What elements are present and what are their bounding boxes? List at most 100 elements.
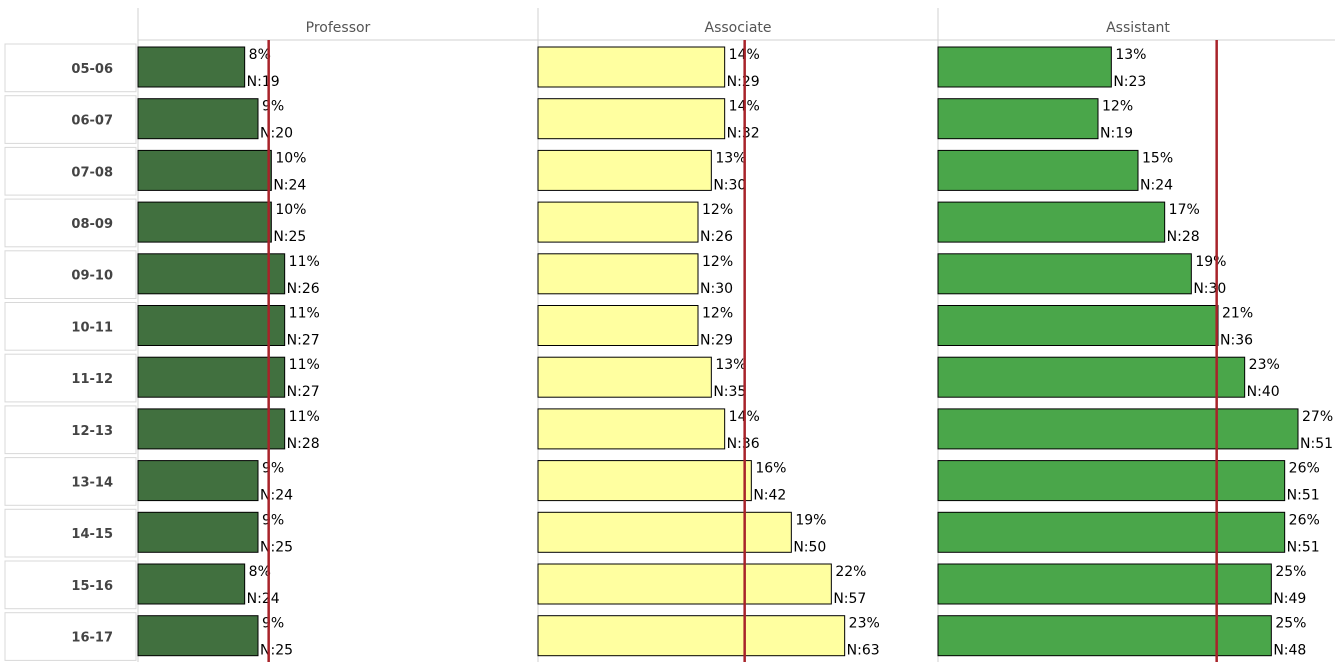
value-label: 9% — [262, 616, 284, 632]
row-label-cell — [4, 302, 137, 351]
bar — [137, 98, 259, 140]
n-label: N:19 — [247, 74, 280, 90]
bar — [937, 615, 1272, 657]
bar — [937, 460, 1286, 502]
row-label: 14-15 — [71, 527, 113, 542]
n-label: N:49 — [1273, 591, 1306, 607]
value-label: 12% — [1102, 99, 1133, 115]
value-label: 8% — [249, 564, 271, 580]
value-label: 25% — [1275, 616, 1306, 632]
n-label: N:23 — [1113, 74, 1146, 90]
bar — [937, 356, 1246, 398]
bar — [537, 305, 699, 346]
row-label: 11-12 — [71, 372, 113, 387]
value-label: 13% — [715, 150, 746, 166]
bar — [937, 563, 1272, 605]
value-label: 12% — [702, 254, 733, 270]
bar — [937, 201, 1166, 243]
row-label: 08-09 — [71, 217, 113, 232]
row-label-cell — [4, 198, 137, 248]
bar — [937, 408, 1299, 450]
row-label-cell — [4, 95, 137, 144]
value-label: 26% — [1289, 512, 1320, 528]
value-label: 19% — [1195, 254, 1226, 270]
n-label: N:26 — [700, 229, 733, 245]
panel-title: Professor — [306, 20, 371, 36]
value-label: 10% — [275, 202, 306, 218]
n-label: N:50 — [793, 539, 826, 555]
row-label: 05-06 — [71, 62, 113, 77]
bar — [937, 253, 1192, 295]
value-label: 22% — [835, 564, 866, 580]
n-label: N:51 — [1300, 436, 1333, 452]
value-label: 17% — [1169, 202, 1200, 218]
value-label: 11% — [289, 306, 320, 322]
n-label: N:28 — [1167, 229, 1200, 245]
n-label: N:24 — [247, 591, 280, 607]
n-label: N:24 — [273, 177, 306, 193]
bar — [137, 46, 246, 88]
value-label: 25% — [1275, 564, 1306, 580]
bar — [537, 149, 712, 191]
value-label: 13% — [715, 357, 746, 373]
bar — [537, 98, 726, 140]
bar — [137, 305, 286, 346]
n-label: N:25 — [273, 229, 306, 245]
value-label: 9% — [262, 99, 284, 115]
n-label: N:30 — [713, 177, 746, 193]
value-label: 9% — [262, 512, 284, 528]
n-label: N:36 — [727, 436, 760, 452]
bar — [537, 408, 726, 450]
row-label-cell — [4, 560, 137, 610]
bar — [537, 46, 726, 88]
row-label: 06-07 — [71, 114, 113, 129]
bar — [137, 408, 286, 450]
n-label: N:28 — [287, 436, 320, 452]
row-label-cell — [4, 353, 137, 403]
n-label: N:51 — [1287, 488, 1320, 504]
value-label: 13% — [1115, 47, 1146, 63]
bar — [937, 98, 1099, 140]
bar — [537, 615, 846, 657]
bar — [137, 149, 272, 191]
panel-title: Assistant — [1106, 20, 1170, 36]
n-label: N:57 — [833, 591, 866, 607]
bar — [937, 305, 1219, 346]
bar — [137, 615, 259, 657]
value-label: 12% — [702, 306, 733, 322]
row-label-cell — [4, 250, 137, 300]
row-label: 07-08 — [71, 165, 113, 180]
row-label-cell — [4, 457, 137, 506]
value-label: 8% — [249, 47, 271, 63]
value-label: 27% — [1302, 409, 1333, 425]
value-label: 26% — [1289, 461, 1320, 477]
bar — [137, 460, 259, 502]
n-label: N:24 — [1140, 177, 1173, 193]
bar — [537, 511, 792, 553]
n-label: N:42 — [753, 488, 786, 504]
n-label: N:48 — [1273, 643, 1306, 659]
bar — [937, 511, 1286, 553]
n-label: N:29 — [700, 333, 733, 349]
row-label: 09-10 — [71, 269, 113, 284]
value-label: 21% — [1222, 306, 1253, 322]
bar — [937, 149, 1139, 191]
value-label: 10% — [275, 150, 306, 166]
n-label: N:30 — [1193, 281, 1226, 297]
n-label: N:35 — [713, 384, 746, 400]
n-label: N:36 — [1220, 333, 1253, 349]
row-label-cell — [4, 508, 137, 558]
row-label: 12-13 — [71, 424, 113, 439]
panel-title: Associate — [705, 20, 772, 36]
row-label-cell — [4, 146, 137, 196]
bar — [537, 356, 712, 398]
row-label: 15-16 — [71, 579, 113, 594]
row-label: 10-11 — [71, 320, 113, 335]
value-label: 15% — [1142, 150, 1173, 166]
bar — [137, 356, 286, 398]
bar — [537, 201, 699, 243]
n-label: N:24 — [260, 488, 293, 504]
value-label: 11% — [289, 357, 320, 373]
